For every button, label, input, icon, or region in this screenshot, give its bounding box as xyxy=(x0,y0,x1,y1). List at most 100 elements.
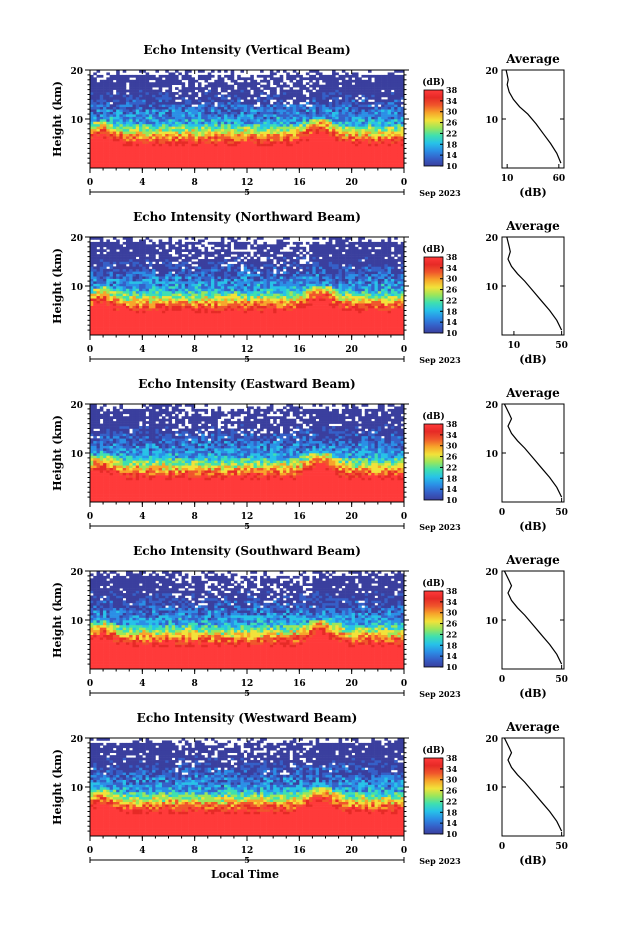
y-axis-label: Height (km) xyxy=(51,415,64,491)
average-x-label: (dB) xyxy=(519,520,546,533)
colorbar-tick-label: 38 xyxy=(446,419,458,429)
colorbar-tick-label: 18 xyxy=(446,473,458,483)
average-y-tick-label: 10 xyxy=(485,784,498,794)
heatmap xyxy=(90,404,405,503)
colorbar-tick-label: 22 xyxy=(446,128,457,138)
average-x-tick-label: 50 xyxy=(555,508,568,518)
x-tick-label: 20 xyxy=(345,345,358,355)
y-tick-label: 10 xyxy=(70,450,83,460)
y-tick-label: 20 xyxy=(70,735,83,745)
average-title: Average xyxy=(505,386,560,400)
panel-4: Echo Intensity (Southward Beam) 0 4 8 12 16 20… xyxy=(51,544,568,700)
x-tick-label: 8 xyxy=(192,679,198,689)
date-marker: 5 xyxy=(244,354,250,364)
x-tick-label: 16 xyxy=(293,679,306,689)
colorbar-tick-label: 10 xyxy=(446,829,458,839)
colorbar-tick-label: 22 xyxy=(446,796,457,806)
average-y-tick-label: 10 xyxy=(485,617,498,627)
colorbar-tick-label: 30 xyxy=(446,274,458,284)
x-tick-label: 8 xyxy=(192,846,198,856)
average-x-tick-label: 60 xyxy=(553,174,566,184)
colorbar-tick-label: 38 xyxy=(446,586,458,596)
colorbar-tick-label: 38 xyxy=(446,85,458,95)
x-tick-label: 0 xyxy=(401,178,407,188)
colorbar xyxy=(423,757,444,835)
y-tick-label: 10 xyxy=(70,784,83,794)
average-profile-line xyxy=(506,236,563,331)
x-tick-label: 0 xyxy=(87,679,93,689)
chart-title: Echo Intensity (Westward Beam) xyxy=(137,711,358,725)
y-tick-label: 10 xyxy=(70,283,83,293)
average-x-tick-label: 10 xyxy=(508,341,521,351)
chart-title: Echo Intensity (Eastward Beam) xyxy=(138,377,355,391)
x-tick-label: 20 xyxy=(345,178,358,188)
colorbar-tick-label: 38 xyxy=(446,252,458,262)
x-tick-label: 4 xyxy=(139,679,145,689)
colorbar-unit: (dB) xyxy=(422,411,444,422)
colorbar xyxy=(423,590,444,668)
colorbar-tick-label: 34 xyxy=(446,96,458,106)
date-marker: 5 xyxy=(244,688,250,698)
x-tick-label: 20 xyxy=(345,679,358,689)
y-tick-label: 10 xyxy=(70,116,83,126)
colorbar-tick-label: 22 xyxy=(446,295,457,305)
x-axis-label: Local Time xyxy=(211,868,279,881)
colorbar-tick-label: 10 xyxy=(446,495,458,505)
colorbar-tick-label: 14 xyxy=(446,484,458,494)
colorbar-tick-label: 22 xyxy=(446,462,457,472)
heatmap xyxy=(90,237,405,336)
colorbar-tick-label: 34 xyxy=(446,263,458,273)
average-frame xyxy=(501,69,565,169)
x-tick-label: 8 xyxy=(192,512,198,522)
colorbar-unit: (dB) xyxy=(422,244,444,255)
average-profile-line xyxy=(505,69,562,164)
x-tick-label: 0 xyxy=(401,679,407,689)
x-tick-label: 0 xyxy=(87,846,93,856)
x-tick-label: 12 xyxy=(241,178,254,188)
average-y-tick-label: 10 xyxy=(485,450,498,460)
colorbar-tick-label: 18 xyxy=(446,807,458,817)
average-x-label: (dB) xyxy=(519,687,546,700)
y-tick-label: 20 xyxy=(70,401,83,411)
average-x-label: (dB) xyxy=(519,854,546,867)
average-y-tick-label: 20 xyxy=(485,67,498,77)
x-tick-label: 0 xyxy=(401,345,407,355)
average-x-tick-label: 0 xyxy=(499,842,505,852)
panel-3: Echo Intensity (Eastward Beam) 0 4 8 12 16 20 0… xyxy=(51,377,568,533)
colorbar-tick-label: 38 xyxy=(446,753,458,763)
panel-2: Echo Intensity (Northward Beam) 0 4 8 12 16 20… xyxy=(51,210,568,366)
colorbar-unit: (dB) xyxy=(422,745,444,756)
colorbar-tick-label: 10 xyxy=(446,328,458,338)
y-tick-label: 20 xyxy=(70,234,83,244)
colorbar-tick-label: 26 xyxy=(446,118,458,128)
y-axis-label: Height (km) xyxy=(51,582,64,658)
x-tick-label: 16 xyxy=(293,846,306,856)
average-frame xyxy=(501,236,565,336)
average-x-label: (dB) xyxy=(519,186,546,199)
average-x-tick-label: 50 xyxy=(555,675,568,685)
date-label: Sep 2023 xyxy=(419,522,461,532)
average-y-tick-label: 10 xyxy=(485,283,498,293)
average-x-tick-label: 0 xyxy=(499,675,505,685)
colorbar-tick-label: 34 xyxy=(446,764,458,774)
date-label: Sep 2023 xyxy=(419,188,461,198)
panel-5: Echo Intensity (Westward Beam) 0 4 8 12 16 20 0… xyxy=(51,711,568,867)
chart-title: Echo Intensity (Northward Beam) xyxy=(133,210,361,224)
average-x-tick-label: 10 xyxy=(501,174,514,184)
average-y-tick-label: 10 xyxy=(485,116,498,126)
x-tick-label: 0 xyxy=(401,512,407,522)
colorbar-tick-label: 30 xyxy=(446,608,458,618)
date-marker: 5 xyxy=(244,187,250,197)
colorbar-tick-label: 22 xyxy=(446,629,457,639)
heatmap xyxy=(90,738,405,837)
colorbar-unit: (dB) xyxy=(422,578,444,589)
date-label: Sep 2023 xyxy=(419,856,461,866)
date-label: Sep 2023 xyxy=(419,355,461,365)
y-tick-label: 20 xyxy=(70,568,83,578)
colorbar-tick-label: 14 xyxy=(446,150,458,160)
colorbar-unit: (dB) xyxy=(422,77,444,88)
x-tick-label: 16 xyxy=(293,345,306,355)
x-tick-label: 12 xyxy=(241,846,254,856)
average-profile-line xyxy=(503,737,563,832)
